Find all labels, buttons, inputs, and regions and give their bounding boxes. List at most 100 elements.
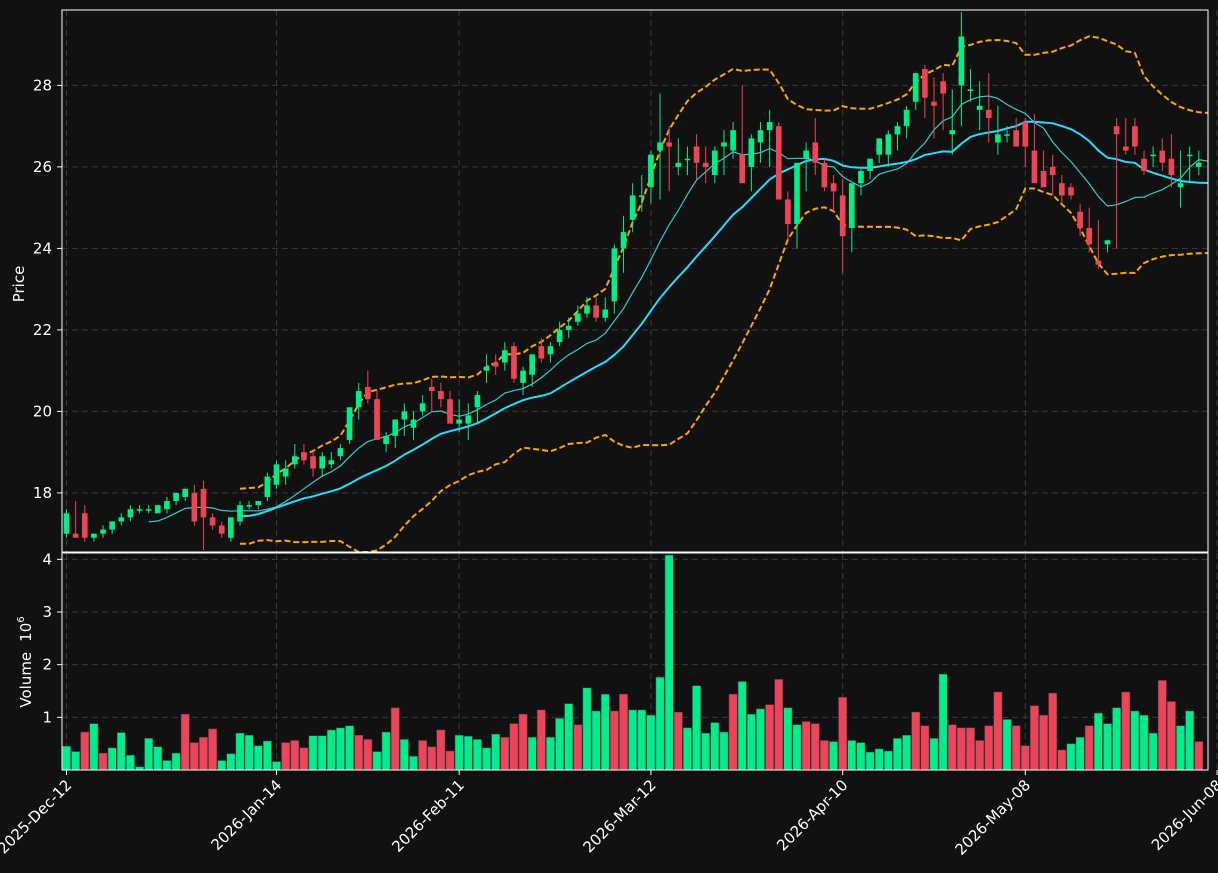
candle-body: [337, 448, 344, 457]
volume-bar: [226, 753, 236, 771]
volume-bar: [308, 735, 318, 771]
volume-bar: [71, 751, 80, 771]
volume-y-tick-label: 3: [42, 603, 52, 621]
volume-bar: [874, 748, 884, 771]
volume-bar: [427, 746, 437, 771]
candle-body: [511, 346, 517, 379]
candle-body: [821, 162, 828, 188]
price-y-tick-label: 26: [33, 158, 52, 176]
x-tick-label: 2026-Mar-12: [580, 776, 660, 856]
volume-bar: [199, 737, 208, 771]
candle-body: [995, 134, 1001, 143]
volume-bar: [1103, 723, 1112, 771]
candle-body: [173, 492, 179, 502]
volume-bar: [610, 710, 619, 771]
volume-bar: [153, 746, 163, 771]
candle-body: [118, 517, 125, 522]
volume-bar: [527, 737, 537, 771]
volume-bar: [1066, 743, 1076, 771]
volume-bar: [701, 732, 711, 771]
candle-body: [100, 529, 106, 534]
volume-bar: [144, 738, 154, 771]
candle-body: [483, 366, 490, 371]
candle-body: [1086, 228, 1093, 245]
candle-body: [894, 126, 901, 135]
candle-body: [145, 509, 152, 511]
candle-body: [392, 419, 399, 436]
candle-body: [775, 126, 782, 200]
x-tick-label: 2026-Jun-08: [1148, 776, 1218, 854]
candle-body: [492, 362, 499, 367]
volume-bar: [1185, 710, 1195, 771]
candle-body: [593, 305, 599, 318]
volume-y-tick-label: 1: [42, 708, 52, 726]
candle-body: [1095, 260, 1102, 265]
candle-body: [301, 452, 307, 461]
volume-bar: [600, 693, 610, 771]
candle-body: [63, 513, 70, 534]
candle-body: [1058, 183, 1065, 196]
x-tick-label: 2025-Dec-12: [0, 776, 75, 857]
x-tick-label: 2026-Feb-11: [388, 776, 468, 856]
candle-body: [1168, 158, 1175, 176]
volume-bar: [1093, 712, 1103, 771]
volume-bar: [938, 673, 948, 771]
candle-body: [72, 533, 79, 538]
candle-body: [885, 134, 892, 155]
candle-body: [410, 419, 417, 428]
volume-bar: [1020, 745, 1030, 771]
volume-bar: [737, 681, 747, 771]
volume-bar: [820, 740, 829, 771]
candle-body: [620, 232, 627, 249]
volume-bar: [1011, 725, 1021, 771]
candle-body: [739, 154, 746, 184]
candle-body: [666, 142, 673, 147]
volume-bar: [765, 704, 774, 771]
volume-bar: [491, 733, 501, 771]
volume-bar: [646, 714, 656, 771]
candle-body: [1177, 183, 1184, 188]
volume-bar: [299, 747, 309, 771]
volume-axis-unit: 10: [17, 623, 35, 642]
volume-axis-label-text: Volume: [17, 652, 35, 708]
x-tick-label: 2026-Apr-10: [773, 776, 851, 854]
volume-bar: [363, 739, 373, 771]
volume-bar: [993, 691, 1003, 771]
candle-body: [474, 395, 481, 408]
volume-bar: [1002, 719, 1012, 771]
volume-bar: [856, 742, 866, 771]
volume-bar: [372, 751, 382, 771]
candle-body: [291, 456, 298, 465]
volume-bar: [792, 724, 802, 771]
volume-bar: [911, 711, 921, 771]
candle-body: [1132, 126, 1138, 147]
candle-body: [712, 150, 718, 176]
volume-bar: [354, 734, 364, 771]
volume-y-tick-label: 2: [42, 656, 52, 674]
volume-bar: [1194, 741, 1204, 771]
candle-body: [648, 154, 654, 188]
candle-body: [584, 305, 590, 314]
candle-body: [529, 354, 536, 375]
candle-body: [730, 130, 736, 151]
price-y-tick-label: 20: [33, 402, 52, 420]
volume-bar: [883, 750, 893, 771]
volume-bar: [98, 752, 108, 771]
volume-bar: [664, 554, 674, 771]
candle-body: [1186, 154, 1193, 157]
candle-body: [355, 391, 362, 408]
volume-bar: [801, 721, 811, 771]
volume-bar: [628, 709, 638, 771]
volume-bar: [756, 708, 765, 771]
volume-bar: [253, 745, 263, 771]
volume-bar: [409, 756, 418, 771]
candle-body: [428, 386, 435, 392]
candle-body: [81, 513, 88, 538]
candle-body: [273, 464, 280, 485]
volume-bar: [957, 727, 966, 771]
volume-bar: [673, 711, 683, 771]
volume-axis-exponent: 6: [16, 616, 27, 622]
candle-body: [985, 109, 992, 118]
volume-bar: [719, 731, 729, 771]
